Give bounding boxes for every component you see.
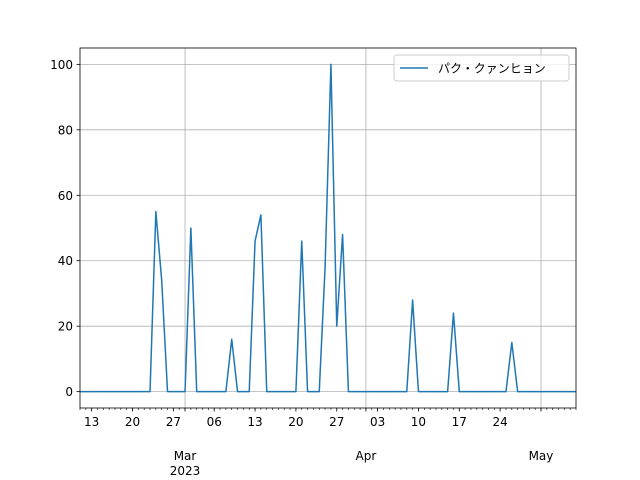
x-tick-label-line: Apr <box>356 449 377 463</box>
x-tick-label: 24 <box>493 415 508 429</box>
x-tick-label-line: 27 <box>329 415 344 429</box>
x-tick-label-line: 10 <box>411 415 426 429</box>
x-tick-label-line: 13 <box>84 415 99 429</box>
x-tick-label: 20 <box>288 415 303 429</box>
y-tick-label: 0 <box>65 385 73 399</box>
x-tick-label: 03 <box>370 415 385 429</box>
x-tick-label-line: 20 <box>125 415 140 429</box>
y-tick-label: 100 <box>50 58 73 72</box>
x-tick-label-line: 20 <box>288 415 303 429</box>
x-tick-label-line: 06 <box>207 415 222 429</box>
x-tick-label-line: 24 <box>493 415 508 429</box>
legend-box <box>393 54 570 82</box>
y-tick-label: 40 <box>58 254 73 268</box>
x-tick-label: 17 <box>452 415 467 429</box>
legend: パク・クァンヒョン <box>393 54 570 82</box>
x-tick-label: 27 <box>329 415 344 429</box>
y-tick-label: 80 <box>58 123 73 137</box>
x-tick-label: Apr <box>356 449 377 463</box>
x-tick-label-line: May <box>529 449 554 463</box>
x-tick-label-line: Mar <box>174 449 197 463</box>
x-tick-label: 10 <box>411 415 426 429</box>
x-tick-label: 13 <box>247 415 262 429</box>
legend-label: パク・クァンヒョン <box>438 62 546 76</box>
x-tick-label: 06 <box>207 415 222 429</box>
plot-frame <box>79 47 577 409</box>
x-tick-label: Mar 2023 <box>170 449 201 478</box>
x-tick-label-line: 17 <box>452 415 467 429</box>
x-tick-label-line: 27 <box>166 415 181 429</box>
x-tick-label: 13 <box>84 415 99 429</box>
x-tick-label: May <box>529 449 554 463</box>
x-tick-label-line: 2023 <box>170 464 201 478</box>
x-tick-label: 20 <box>125 415 140 429</box>
x-tick-label-line: 13 <box>247 415 262 429</box>
x-tick-label: 27 <box>166 415 181 429</box>
y-tick-label: 60 <box>58 189 73 203</box>
line <box>80 63 576 393</box>
y-tick-label: 20 <box>58 320 73 334</box>
x-tick-label-line: 03 <box>370 415 385 429</box>
